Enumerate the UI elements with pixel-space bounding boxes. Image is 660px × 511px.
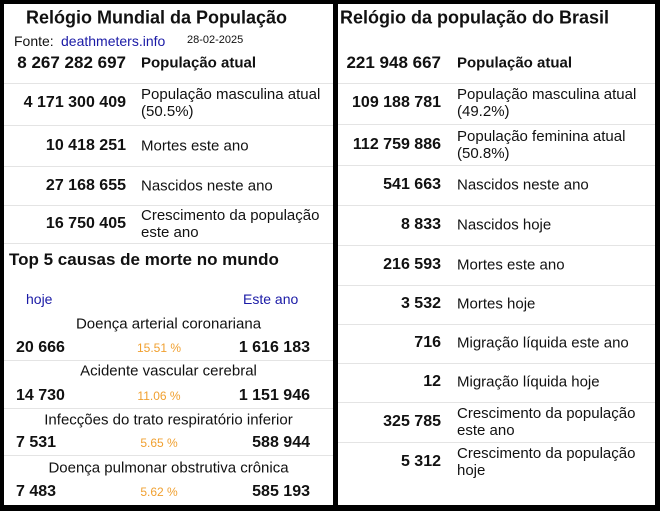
row-value: 216 593 [383,256,441,273]
source-link[interactable]: deathmeters.info [61,33,166,49]
row-label: Mortes este ano [141,137,249,155]
row-label: Crescimento da população este ano [141,207,320,241]
cause-name: Doença pulmonar obstrutiva crônica [48,459,289,477]
row-value: 5 312 [400,453,441,470]
row-divider [338,442,655,443]
row-divider [338,323,655,325]
cause-year: 1 616 183 [238,339,310,356]
row-value: 12 [423,373,441,390]
row-value: 109 188 781 [352,94,441,111]
cause-today: 20 666 [16,339,65,356]
row-divider [338,205,655,206]
row-value: 112 759 886 [352,136,441,153]
causes-title: Top 5 causas de morte no mundo [9,250,279,269]
row-label: Nascidos neste ano [141,177,273,195]
row-label: Nascidos neste ano [457,176,589,194]
cause-share: 5.65 % [140,436,178,450]
row-value: 716 [414,334,441,351]
row-value: 27 168 655 [45,177,126,194]
row-divider [338,245,655,246]
row-divider [4,360,333,361]
row-value: 16 750 405 [45,215,126,232]
cause-year: 588 944 [252,434,310,451]
row-value: 325 785 [383,413,441,430]
row-label: Mortes hoje [457,295,536,313]
cause-today: 7 531 [16,434,57,451]
row-label: População atual [141,54,257,72]
cause-today: 14 730 [16,387,65,404]
row-value: 10 418 251 [45,137,126,154]
row-value: 3 532 [400,295,441,312]
row-label: Migração líquida este ano [457,334,629,352]
row-label: População feminina atual (50.8%) [457,128,626,162]
year-header: Este ano [243,291,299,307]
row-divider [4,124,333,126]
cause-share: 15.51 % [136,341,182,355]
source-label: Fonte: [14,33,54,49]
cause-today: 7 483 [16,483,57,500]
row-value: 221 948 667 [346,53,441,72]
row-label: População atual [457,54,573,72]
row-divider [338,124,655,125]
cause-year: 585 193 [252,483,310,500]
row-label: Crescimento da população este ano [457,405,636,439]
row-divider [4,166,333,167]
row-value: 8 833 [400,216,441,233]
world-title: Relógio Mundial da População [26,7,288,28]
row-divider [4,205,333,206]
cause-name: Infecções do trato respiratório inferior [44,411,293,429]
cause-share: 5.62 % [140,485,178,499]
cause-year: 1 151 946 [238,387,310,404]
today-header: hoje [26,291,53,307]
brazil-panel: Relógio da população do Brasil 221 948 6… [338,4,655,505]
row-divider [4,83,333,84]
brazil-title: Relógio da população do Brasil [340,7,610,28]
row-divider [338,165,655,166]
world-panel: Relógio Mundial da População Fonte: deat… [4,4,333,505]
row-divider [338,362,655,364]
row-value: 8 267 282 697 [17,53,126,72]
row-label: Mortes este ano [457,256,565,274]
row-value: 4 171 300 409 [23,94,126,111]
row-label: População masculina atual (50.5%) [141,86,321,120]
row-label: Crescimento da população hoje [457,445,636,479]
row-label: População masculina atual (49.2%) [457,86,637,120]
cause-share: 11.06 % [137,389,181,403]
row-divider [4,455,333,456]
row-divider [338,402,655,403]
row-divider [4,243,333,244]
cause-name: Doença arterial coronariana [75,315,262,333]
row-divider [4,408,333,409]
row-divider [338,284,655,286]
cause-name: Acidente vascular cerebral [80,362,257,380]
row-value: 541 663 [383,176,441,193]
row-label: Nascidos hoje [457,216,552,234]
row-divider [338,83,655,84]
date: 28-02-2025 [187,34,244,46]
row-label: Migração líquida hoje [457,373,600,391]
